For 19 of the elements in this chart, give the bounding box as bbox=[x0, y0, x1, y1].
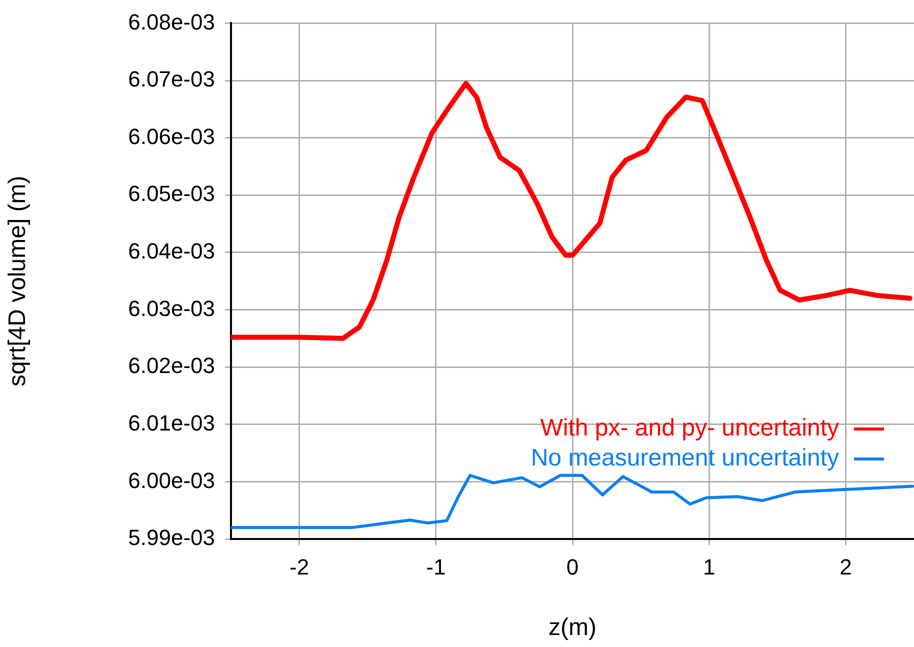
y-tick-label: 6.00e-03 bbox=[128, 468, 215, 493]
x-tick-label: 2 bbox=[840, 554, 852, 580]
x-tick-label: 0 bbox=[566, 554, 579, 580]
legend-label: With px- and py- uncertainty bbox=[540, 414, 839, 442]
y-tick-label: 6.03e-03 bbox=[128, 296, 215, 321]
x-tick-label: 1 bbox=[702, 554, 716, 580]
x-tick-label: -2 bbox=[290, 554, 310, 580]
y-tick-label: 6.01e-03 bbox=[128, 410, 215, 436]
y-tick-label: 6.08e-03 bbox=[128, 9, 215, 34]
x-tick-label: -1 bbox=[426, 554, 446, 580]
y-tick-label: 5.99e-03 bbox=[128, 525, 215, 550]
legend-label: No measurement uncertainty bbox=[530, 444, 839, 472]
y-tick-label: 6.06e-03 bbox=[128, 124, 215, 149]
x-axis-title: z(m) bbox=[548, 614, 596, 642]
y-tick-label: 6.02e-03 bbox=[128, 353, 215, 378]
y-tick-label: 6.04e-03 bbox=[128, 238, 215, 264]
y-tick-label: 6.05e-03 bbox=[128, 181, 215, 206]
y-axis-title: sqrt[4D volume] (m) bbox=[4, 176, 32, 386]
y-tick-label: 6.07e-03 bbox=[128, 66, 215, 92]
